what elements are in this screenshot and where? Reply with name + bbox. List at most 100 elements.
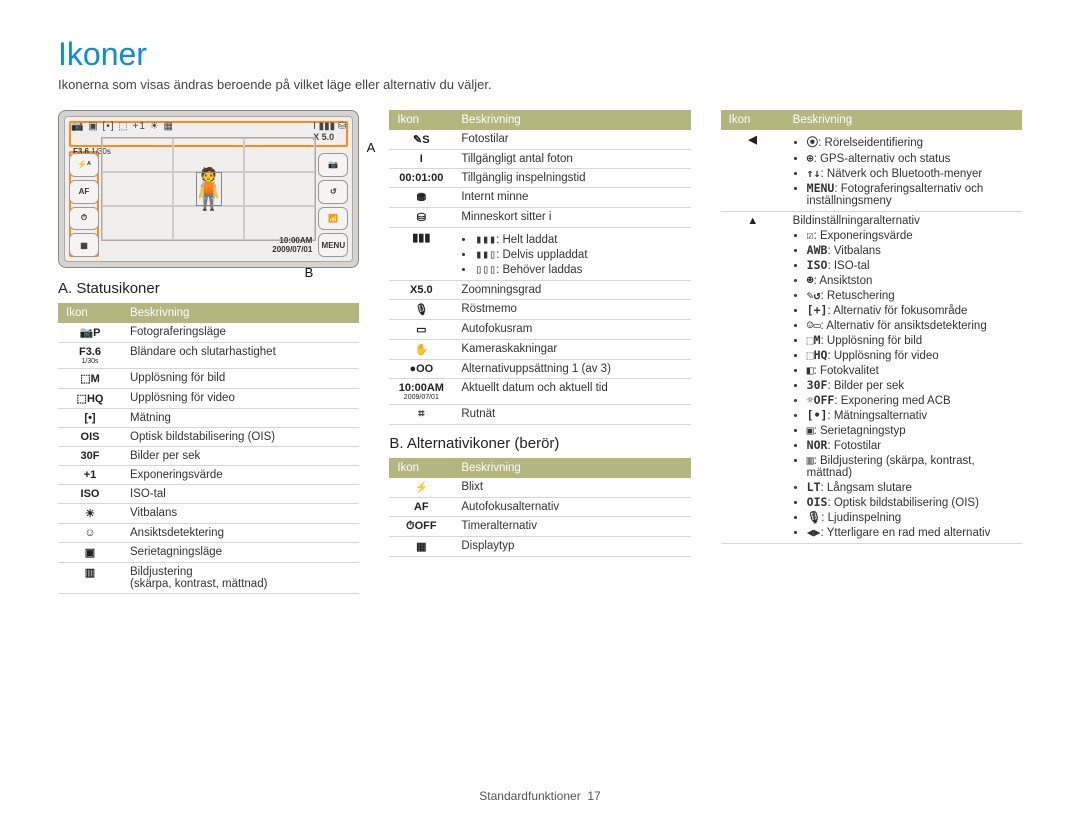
columns: 📷 ▣ [•] ⬚ +1 ☀ ▦ I ▮▮▮ ⛁X 5.0 F3.6 1/30s… [58, 110, 1022, 594]
table-row: ☺Ansiktsdetektering [58, 524, 359, 543]
table-row: ◀⦿: Rörelseidentifiering⊕: GPS-alternati… [721, 130, 1022, 212]
icon-cell: +1 [58, 466, 122, 485]
lcd-left-button: AF [69, 180, 99, 204]
th-desc: Beskrivning [453, 458, 690, 478]
icon-cell: 30F [58, 447, 122, 466]
th-desc: Beskrivning [785, 110, 1022, 130]
icon-cell: ⏱OFF [389, 517, 453, 537]
icon-cell: OIS [58, 428, 122, 447]
table-row: 🎙Röstmemo [389, 300, 690, 320]
desc-cell: Ansiktsdetektering [122, 524, 359, 543]
lcd-date: 2009/07/01 [272, 246, 312, 255]
page-title: Ikoner [58, 36, 1022, 73]
desc-cell: Kameraskakningar [453, 340, 690, 360]
section-a-title: A. Statusikoner [58, 280, 359, 297]
icon-cell: ⬚M [58, 369, 122, 389]
desc-cell: ⦿: Rörelseidentifiering⊕: GPS-alternativ… [785, 130, 1022, 212]
table-row: ITillgängligt antal foton [389, 150, 690, 169]
icon-cell: ⛁ [389, 208, 453, 228]
icon-cell: AF [389, 498, 453, 517]
icon-cell: 00:01:00 [389, 169, 453, 188]
lcd-right-button: ↺ [318, 180, 348, 204]
table-row: ⛁Minneskort sitter i [389, 208, 690, 228]
desc-cell: Bländare och slutarhastighet [122, 343, 359, 369]
icon-cell: ◀ [721, 130, 785, 212]
lcd-left-button: ⏱ [69, 207, 99, 231]
icon-cell: 📷P [58, 323, 122, 343]
section-b-title: B. Alternativikoner (berör) [389, 435, 690, 452]
table-row: 00:01:00Tillgänglig inspelningstid [389, 169, 690, 188]
column-mid: Ikon Beskrivning ✎SFotostilarITillgängli… [389, 110, 690, 594]
table-row: ●OOAlternativuppsättning 1 (av 3) [389, 360, 690, 379]
table-row: ▦Displaytyp [389, 537, 690, 557]
icon-cell: ✎S [389, 130, 453, 150]
desc-cell: Bildinställningaralternativ☑: Exponering… [785, 212, 1022, 544]
desc-cell: Rutnät [453, 405, 690, 425]
desc-cell: Mätning [122, 409, 359, 428]
icon-cell: ⚡ [389, 478, 453, 498]
icon-cell: F3.61/30s [58, 343, 122, 369]
table-row: ⬚MUpplösning för bild [58, 369, 359, 389]
icon-cell: I [389, 150, 453, 169]
table-status-icons: Ikon Beskrivning 📷PFotograferingslägeF3.… [58, 303, 359, 594]
desc-cell: Bilder per sek [122, 447, 359, 466]
lcd-left-button: ▦ [69, 233, 99, 257]
desc-cell: Fotograferingsläge [122, 323, 359, 343]
table-status-icons-cont: Ikon Beskrivning ✎SFotostilarITillgängli… [389, 110, 690, 425]
lcd-top-right: I ▮▮▮ ⛁X 5.0 [313, 121, 346, 143]
icon-cell: ●OO [389, 360, 453, 379]
table-row: ✋Kameraskakningar [389, 340, 690, 360]
lcd-right-button: 📶 [318, 207, 348, 231]
icon-cell: ▦ [389, 537, 453, 557]
desc-cell: Upplösning för video [122, 389, 359, 409]
desc-cell: Upplösning för bild [122, 369, 359, 389]
column-left: 📷 ▣ [•] ⬚ +1 ☀ ▦ I ▮▮▮ ⛁X 5.0 F3.6 1/30s… [58, 110, 359, 594]
lcd-focus-frame: [ ] [196, 172, 222, 206]
desc-cell: Autofokusram [453, 320, 690, 340]
lcd-left-button: ⚡ᴬ [69, 153, 99, 177]
desc-cell: Tillgängligt antal foton [453, 150, 690, 169]
desc-cell: Displaytyp [453, 537, 690, 557]
table-row: X5.0Zoomningsgrad [389, 281, 690, 300]
table-row: ISOISO-tal [58, 485, 359, 504]
callout-label-a: A [367, 140, 376, 155]
icon-cell: ☀ [58, 504, 122, 524]
desc-cell: Exponeringsvärde [122, 466, 359, 485]
desc-cell: Zoomningsgrad [453, 281, 690, 300]
table-option-icons: Ikon Beskrivning ⚡BlixtAFAutofokusaltern… [389, 458, 690, 557]
desc-cell: Aktuellt datum och aktuell tid [453, 379, 690, 405]
footer-page-number: 17 [587, 789, 600, 803]
th-icon: Ikon [389, 110, 453, 130]
column-right: Ikon Beskrivning ◀⦿: Rörelseidentifierin… [721, 110, 1022, 594]
desc-cell: Timeralternativ [453, 517, 690, 537]
desc-cell: Internt minne [453, 188, 690, 208]
footer: Standardfunktioner 17 [0, 789, 1080, 803]
icon-cell: ✋ [389, 340, 453, 360]
table-row: AFAutofokusalternativ [389, 498, 690, 517]
desc-cell: ISO-tal [122, 485, 359, 504]
table-row: ▮▮▮▮▮▮: Helt laddat▮▮▯: Delvis uppladdat… [389, 228, 690, 281]
camera-lcd-preview: 📷 ▣ [•] ⬚ +1 ☀ ▦ I ▮▮▮ ⛁X 5.0 F3.6 1/30s… [58, 110, 359, 268]
table-row: ▣Serietagningsläge [58, 543, 359, 563]
desc-cell: Vitbalans [122, 504, 359, 524]
table-row: ⌗Rutnät [389, 405, 690, 425]
table-row: ✎SFotostilar [389, 130, 690, 150]
th-icon: Ikon [58, 303, 122, 323]
desc-cell: Röstmemo [453, 300, 690, 320]
icon-cell: 🎙 [389, 300, 453, 320]
intro-text: Ikonerna som visas ändras beroende på vi… [58, 77, 1022, 92]
table-row: +1Exponeringsvärde [58, 466, 359, 485]
icon-cell: ▭ [389, 320, 453, 340]
desc-cell: Bildjustering(skärpa, kontrast, mättnad) [122, 563, 359, 594]
desc-cell: Optisk bildstabilisering (OIS) [122, 428, 359, 447]
table-row: ⚡Blixt [389, 478, 690, 498]
th-desc: Beskrivning [122, 303, 359, 323]
desc-cell: Alternativuppsättning 1 (av 3) [453, 360, 690, 379]
icon-cell: ☺ [58, 524, 122, 543]
th-desc: Beskrivning [453, 110, 690, 130]
table-row: ☀Vitbalans [58, 504, 359, 524]
table-row: ⏱OFFTimeralternativ [389, 517, 690, 537]
icon-cell: ⌗ [389, 405, 453, 425]
table-option-icons-cont: Ikon Beskrivning ◀⦿: Rörelseidentifierin… [721, 110, 1022, 544]
desc-cell: Minneskort sitter i [453, 208, 690, 228]
